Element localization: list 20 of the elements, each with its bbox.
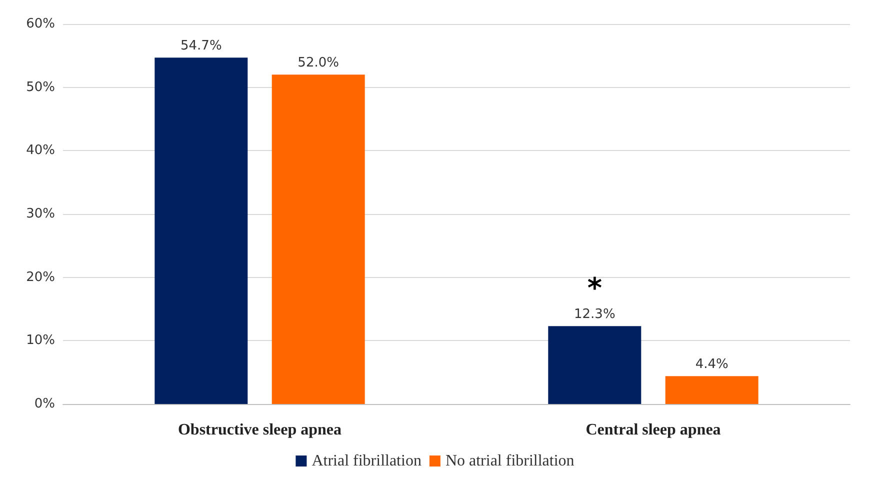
legend-label: Atrial fibrillation	[312, 452, 422, 470]
y-tick-label: 0%	[34, 396, 55, 412]
x-tick-label: Obstructive sleep apnea	[178, 422, 342, 438]
y-tick-label: 60%	[26, 16, 55, 32]
data-label: 12.3%	[574, 307, 616, 322]
legend-label: No atrial fibrillation	[445, 452, 574, 470]
data-label: 52.0%	[298, 56, 339, 71]
bar	[154, 58, 248, 404]
y-tick-label: 30%	[26, 206, 55, 222]
data-label: 54.7%	[180, 38, 222, 54]
bar	[548, 326, 642, 404]
data-label: 4.4%	[695, 357, 728, 372]
bar	[665, 376, 758, 404]
y-tick-label: 40%	[26, 143, 55, 158]
y-tick-label: 20%	[26, 270, 55, 285]
bar	[272, 74, 365, 404]
y-tick-label: 50%	[26, 80, 55, 95]
y-tick-label: 10%	[26, 333, 55, 348]
x-tick-label: Central sleep apnea	[586, 422, 721, 438]
annotation: *	[587, 272, 602, 305]
